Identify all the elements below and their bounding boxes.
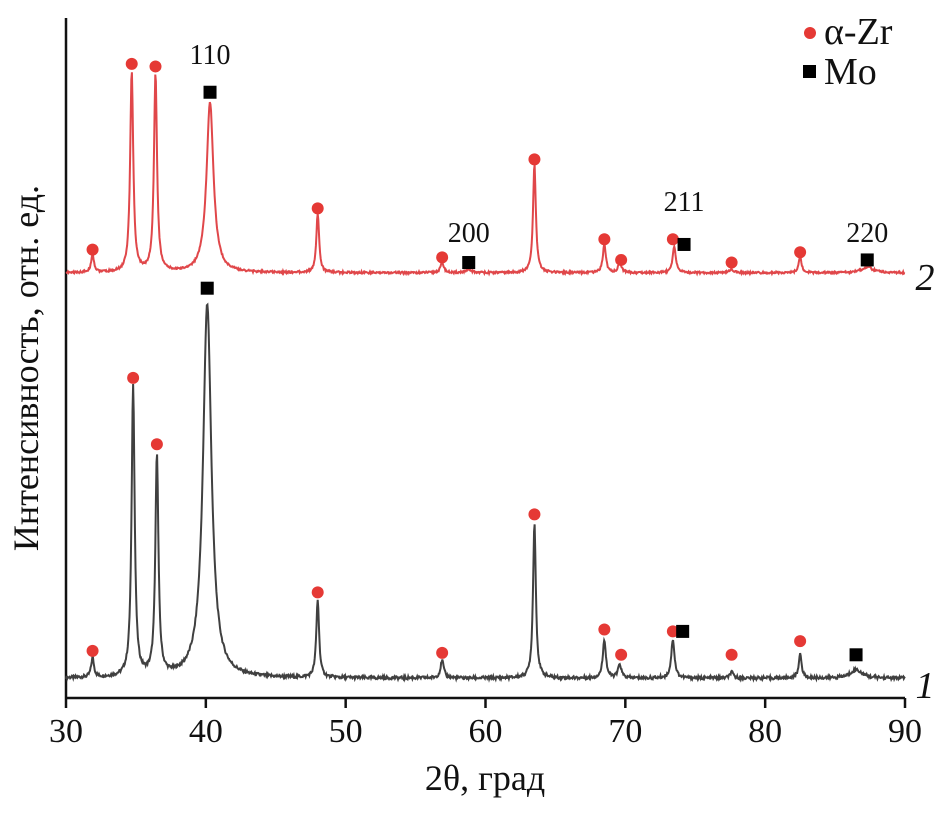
- mo-marker: [204, 86, 217, 99]
- legend-mo-label: Mo: [824, 51, 877, 93]
- x-tick-label-30: 30: [49, 713, 83, 750]
- legend-alpha-zr-marker: [804, 27, 816, 39]
- curves: [66, 72, 905, 679]
- legend: α-Zr Mo: [803, 11, 893, 93]
- alpha-zr-marker: [528, 508, 540, 520]
- x-tick-label-60: 60: [469, 713, 503, 750]
- mo-marker: [861, 253, 874, 266]
- y-axis-title: Интенсивность, отн. ед.: [6, 185, 46, 551]
- alpha-zr-marker: [598, 623, 610, 635]
- curve-label-1: 1: [916, 665, 934, 707]
- mo-marker: [462, 256, 475, 269]
- alpha-zr-marker: [436, 647, 448, 659]
- x-tick-label-40: 40: [189, 713, 223, 750]
- alpha-zr-marker: [436, 251, 448, 263]
- curve-label-2: 2: [916, 257, 934, 299]
- x-tick-label-70: 70: [608, 713, 642, 750]
- x-axis-title: 2θ, град: [425, 758, 545, 798]
- x-ticks: 30 40 50 60 70 80 90: [49, 698, 922, 750]
- axes: [66, 18, 905, 698]
- alpha-zr-marker: [312, 202, 324, 214]
- alpha-zr-marker: [87, 645, 99, 657]
- legend-alpha-zr-label: α-Zr: [824, 11, 893, 53]
- x-tick-label-80: 80: [748, 713, 782, 750]
- alpha-zr-marker: [726, 649, 738, 661]
- alpha-zr-marker: [615, 649, 627, 661]
- xrd-curve-1: [66, 305, 905, 680]
- hkl-label-220: 220: [846, 218, 888, 249]
- hkl-label-110: 110: [190, 40, 231, 71]
- alpha-zr-marker: [87, 244, 99, 256]
- x-tick-label-90: 90: [888, 713, 922, 750]
- alpha-zr-marker: [794, 246, 806, 258]
- alpha-zr-marker: [127, 372, 139, 384]
- alpha-zr-marker: [312, 586, 324, 598]
- alpha-zr-marker: [615, 254, 627, 266]
- mo-marker: [678, 238, 691, 251]
- alpha-zr-marker: [149, 60, 161, 72]
- alpha-zr-marker: [151, 438, 163, 450]
- hkl-label-211: 211: [664, 187, 705, 218]
- mo-marker: [201, 282, 214, 295]
- alpha-zr-marker: [667, 233, 679, 245]
- alpha-zr-marker: [726, 257, 738, 269]
- mo-marker: [676, 625, 689, 638]
- annotations: 1 2 110 200 211 220: [190, 40, 934, 707]
- alpha-zr-marker: [126, 58, 138, 70]
- hkl-label-200: 200: [448, 218, 490, 249]
- alpha-zr-marker: [528, 153, 540, 165]
- legend-mo-marker: [803, 65, 816, 78]
- mo-marker: [850, 648, 863, 661]
- alpha-zr-marker: [794, 635, 806, 647]
- alpha-zr-marker: [598, 233, 610, 245]
- x-tick-label-50: 50: [329, 713, 363, 750]
